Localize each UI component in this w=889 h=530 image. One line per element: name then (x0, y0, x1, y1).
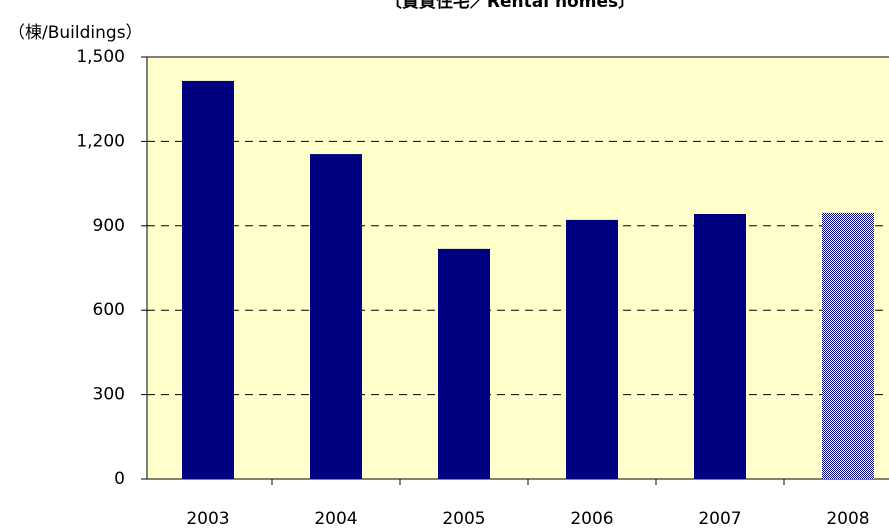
plot-area (146, 56, 889, 480)
y-tick-label: 300 (93, 385, 125, 405)
x-tick-label: 2008 (826, 509, 869, 529)
y-tick-label: 1,200 (76, 131, 125, 151)
y-axis-label: （棟/Buildings） (8, 23, 143, 43)
bar (694, 213, 746, 479)
bar (438, 248, 490, 479)
x-tick-label: 2006 (570, 509, 613, 529)
x-tick-label: 2005 (442, 509, 485, 529)
y-tick-label: 600 (93, 300, 125, 320)
x-tick-label: 2004 (314, 509, 357, 529)
bar (822, 212, 874, 479)
y-tick-label: 0 (114, 469, 125, 489)
bar (182, 80, 234, 479)
bar (310, 154, 362, 479)
chart-title: 〔賃貸住宅／Rental homes〕 (385, 0, 635, 12)
x-tick-label: 2007 (698, 509, 741, 529)
bar (566, 219, 618, 479)
x-tick-label: 2003 (186, 509, 229, 529)
y-tick-label: 900 (93, 216, 125, 236)
y-tick-label: 1,500 (76, 47, 125, 67)
